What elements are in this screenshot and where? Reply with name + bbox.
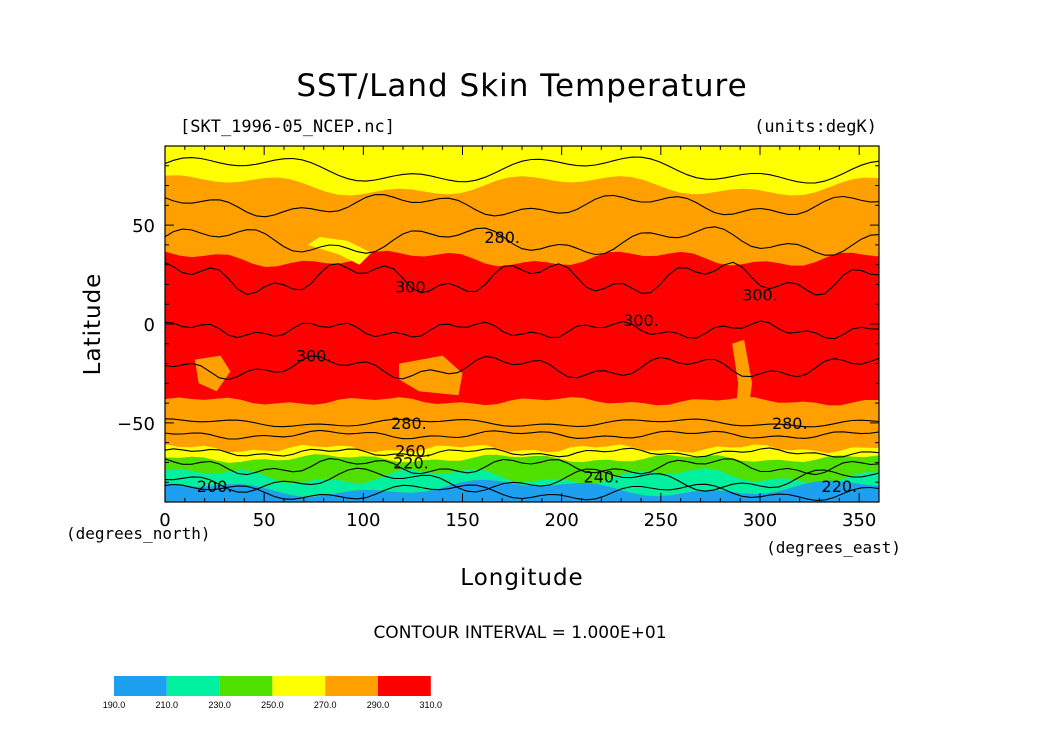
continent-tibet [307,237,372,265]
contour-label: 280. [484,228,520,247]
map-title: SST/Land Skin Temperature [296,68,747,104]
x-tick-label: 200 [544,510,578,531]
x-tick-label: 100 [346,510,380,531]
colorbar-swatch [166,676,220,696]
contour-label: 240. [584,467,620,486]
contour-lines [165,156,879,501]
axis-ticks [164,146,879,502]
contour-label: 220. [393,453,429,472]
x-tick-label: 0 [159,510,170,531]
contour-line [165,156,879,184]
continent-andes [732,339,753,431]
continent-australia [399,355,463,396]
contour-label: 220. [822,477,858,496]
contour-label: 300. [742,285,778,304]
contour-line [165,447,879,458]
colorbar-swatch [325,676,378,696]
contour-line [165,429,879,440]
colorbar-label: 230.0 [208,700,231,710]
contour-label: 260. [395,442,431,461]
colorbar-label: 190.0 [103,700,126,710]
y-tick-label: −50 [117,414,155,435]
contour-labels: 280.300. 300.300.300.280. 280.260.220.200.… [197,228,857,496]
band-210-230-antarctic [165,468,879,497]
contour-line [165,226,879,256]
colorbar-label: 290.0 [367,700,390,710]
band-230-250-antarctic [165,454,879,485]
band-190-210-antarctic [165,479,879,502]
contour-label: 280. [772,414,808,433]
x-tick-label: 350 [842,510,876,531]
contour-label: 300. [296,347,332,366]
contour-line [165,194,879,218]
contour-line [165,458,879,476]
y-tick-label: 50 [132,216,155,237]
colorbar-label: 270.0 [314,700,337,710]
axis-tick-labels: 0 50 100 150 200 250 300 350 −50 0 50 [117,216,876,531]
colorbar-swatch [219,676,273,696]
x-tick-label: 300 [743,510,777,531]
x-tick-label: 250 [644,510,678,531]
contour-line [165,418,879,428]
colorbar-label: 250.0 [261,700,284,710]
colorbar-label: 310.0 [420,700,443,710]
x-tick-label: 50 [253,510,276,531]
contour-label: 280. [391,414,427,433]
temperature-field: 280.300. 300.300.300.280. 280.260.220.200.… [165,146,879,502]
contour-label: 300. [623,311,659,330]
file-label: [SKT_1996-05_NCEP.nc] [180,117,395,137]
contour-line [165,355,879,381]
band-250-270-south [165,444,879,463]
x-tick-label: 150 [445,510,479,531]
colorbar-label: 210.0 [156,700,179,710]
band-290-310-tropics [165,250,879,406]
contour-label: 300. [395,277,431,296]
x-axis-label: Longitude [460,565,583,591]
colorbar-swatch [114,676,167,696]
colorbar: 190.0 210.0 230.0 250.0 270.0 290.0 310.0 [103,676,442,710]
units-label: (units:degK) [754,117,877,137]
colorbar-swatch [378,676,431,696]
contour-line [165,467,879,493]
band-250-270-north [165,146,879,196]
x-units-label: (degrees_east) [766,538,901,557]
y-tick-label: 0 [144,315,155,336]
contour-label: 200. [197,477,233,496]
y-axis-label: Latitude [80,273,106,376]
y-units-label: (degrees_north) [66,524,211,543]
contour-interval: CONTOUR INTERVAL = 1.000E+01 [373,623,666,643]
contour-line [165,261,879,296]
colorbar-swatch [272,676,326,696]
contour-line [165,320,879,340]
